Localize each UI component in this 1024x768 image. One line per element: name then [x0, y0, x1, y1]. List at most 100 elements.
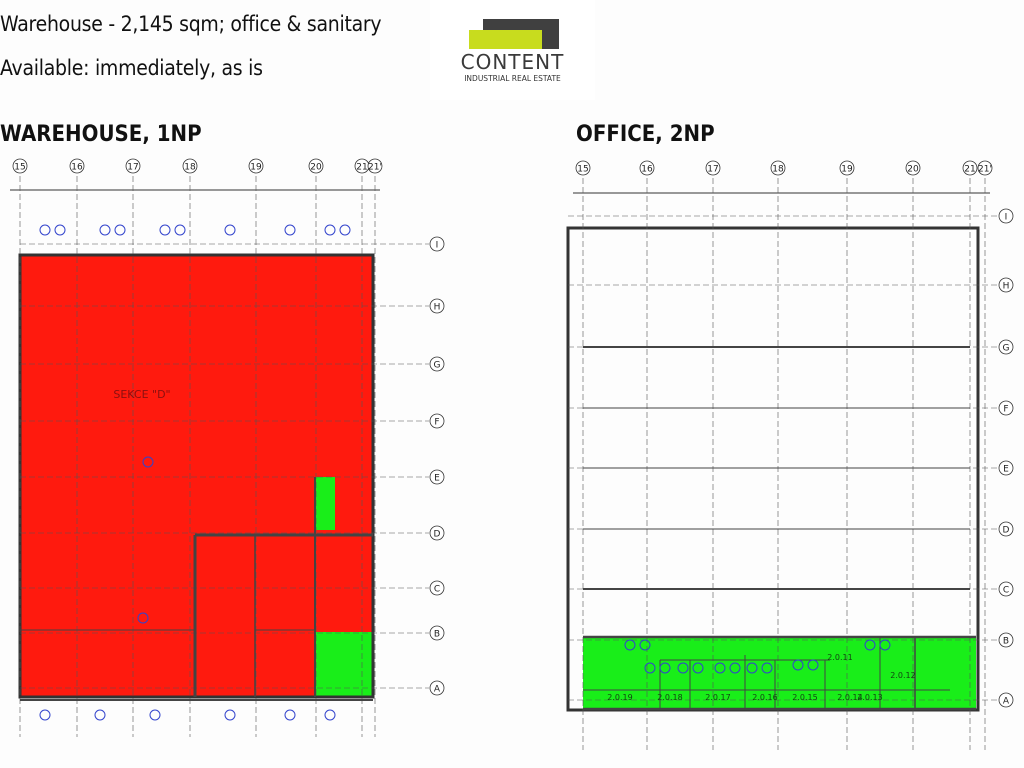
warehouse-plan-title: WAREHOUSE, 1NP — [0, 122, 202, 147]
grid-axis-bubble — [308, 158, 324, 174]
grid-axis-bubble — [367, 158, 383, 174]
light-fixture-icon — [137, 612, 149, 624]
grid-axis-label: 18 — [772, 165, 784, 175]
grid-axis-label: 15 — [577, 165, 588, 175]
grid-axis-label: 15 — [14, 163, 25, 173]
grid-axis-bubble — [69, 158, 85, 174]
grid-axis-bubble — [12, 158, 28, 174]
room-label: 2.0.16 — [752, 693, 777, 702]
grid-axis-label: 21 — [356, 163, 367, 173]
grid-axis-label: C — [434, 585, 440, 595]
light-fixture-icon — [39, 709, 51, 721]
light-fixture-icon — [677, 662, 689, 674]
grid-axis-label: I — [1005, 213, 1008, 223]
grid-axis-label: 17 — [127, 163, 138, 173]
grid-axis-bubble — [429, 356, 445, 372]
grid-axis-bubble — [977, 160, 993, 176]
light-fixture-icon — [284, 709, 296, 721]
light-fixture-icon — [639, 639, 651, 651]
warehouse-plan: 15 16 17 18 19 20 21 21' I H G F E D C B A SEKCE "D" — [10, 158, 445, 737]
grid-axis-bubble — [429, 413, 445, 429]
room-label: 2.0.14 — [837, 693, 862, 702]
grid-axis-bubble — [429, 580, 445, 596]
grid-axis-bubble — [839, 160, 855, 176]
grid-axis-bubble — [998, 632, 1014, 648]
light-fixture-icon — [324, 224, 336, 236]
grid-axis-label: F — [1003, 405, 1008, 415]
room-label: 2.0.19 — [607, 693, 632, 702]
grid-axis-label: D — [434, 530, 441, 540]
grid-axis-label: F — [434, 418, 439, 428]
light-fixture-icon — [149, 709, 161, 721]
light-fixture-icon — [114, 224, 126, 236]
room-label: 2.0.18 — [657, 693, 682, 702]
light-fixture-icon — [714, 662, 726, 674]
room-label: 2.0.11 — [827, 653, 852, 662]
grid-axis-label: 19 — [250, 163, 262, 173]
grid-axis-bubble — [998, 208, 1014, 224]
grid-axis-label: D — [1003, 526, 1010, 536]
grid-axis-bubble — [429, 236, 445, 252]
light-fixture-icon — [624, 639, 636, 651]
grid-axis-label: 20 — [310, 163, 322, 173]
office-plan-title: OFFICE, 2NP — [576, 122, 715, 147]
section-label: SEKCE "D" — [113, 388, 170, 401]
light-fixture-icon — [174, 224, 186, 236]
grid-axis-label: 21' — [368, 163, 382, 173]
grid-axis-label: 20 — [907, 165, 919, 175]
grid-axis-bubble — [998, 460, 1014, 476]
grid-axis-label: I — [436, 241, 439, 251]
light-fixture-icon — [39, 224, 51, 236]
grid-axis-label: E — [434, 474, 440, 484]
grid-axis-label: C — [1003, 586, 1009, 596]
light-fixture-icon — [142, 456, 154, 468]
light-fixture-icon — [324, 709, 336, 721]
grid-axis-label: 21' — [978, 165, 992, 175]
grid-axis-bubble — [575, 160, 591, 176]
grid-axis-bubble — [639, 160, 655, 176]
grid-axis-label: E — [1003, 465, 1009, 475]
light-fixture-icon — [659, 662, 671, 674]
light-fixture-icon — [339, 224, 351, 236]
grid-axis-label: 16 — [71, 163, 83, 173]
grid-axis-bubble — [998, 400, 1014, 416]
light-fixture-icon — [224, 224, 236, 236]
light-fixture-icon — [692, 662, 704, 674]
grid-axis-label: 16 — [641, 165, 653, 175]
header-availability-line: Available: immediately, as is — [0, 56, 263, 80]
light-fixture-icon — [879, 639, 891, 651]
light-fixture-icon — [864, 639, 876, 651]
office-plan: 15 16 17 18 19 20 21 21' I H G F E D C B A 2.0.19 2.0.18 2.… — [566, 160, 1014, 750]
grid-axis-bubble — [998, 581, 1014, 597]
sanitary-area — [315, 632, 373, 697]
office-area — [583, 637, 976, 709]
logo-lime-shape — [469, 30, 542, 49]
grid-axis-label: A — [434, 685, 441, 695]
grid-axis-bubble — [998, 521, 1014, 537]
light-fixture-icon — [807, 659, 819, 671]
grid-axis-label: B — [1003, 637, 1009, 647]
grid-axis-label: A — [1003, 697, 1010, 707]
header-area-line: Warehouse - 2,145 sqm; office & sanitary — [0, 12, 382, 36]
light-fixture-icon — [746, 662, 758, 674]
light-fixture-icon — [761, 662, 773, 674]
grid-axis-bubble — [905, 160, 921, 176]
grid-axis-label: H — [1003, 282, 1010, 292]
grid-axis-bubble — [998, 339, 1014, 355]
room-label: 2.0.13 — [857, 693, 882, 702]
light-fixture-icon — [284, 224, 296, 236]
grid-axis-label: B — [434, 630, 440, 640]
grid-axis-bubble — [998, 277, 1014, 293]
light-fixture-icon — [54, 224, 66, 236]
room-label: 2.0.12 — [890, 671, 915, 680]
grid-axis-label: 17 — [707, 165, 718, 175]
light-fixture-icon — [644, 662, 656, 674]
grid-axis-label: H — [434, 303, 441, 313]
grid-axis-label: 19 — [841, 165, 853, 175]
grid-axis-bubble — [429, 625, 445, 641]
room-label: 2.0.17 — [705, 693, 730, 702]
light-fixture-icon — [94, 709, 106, 721]
grid-axis-label: 21 — [964, 165, 975, 175]
grid-axis-bubble — [429, 680, 445, 696]
